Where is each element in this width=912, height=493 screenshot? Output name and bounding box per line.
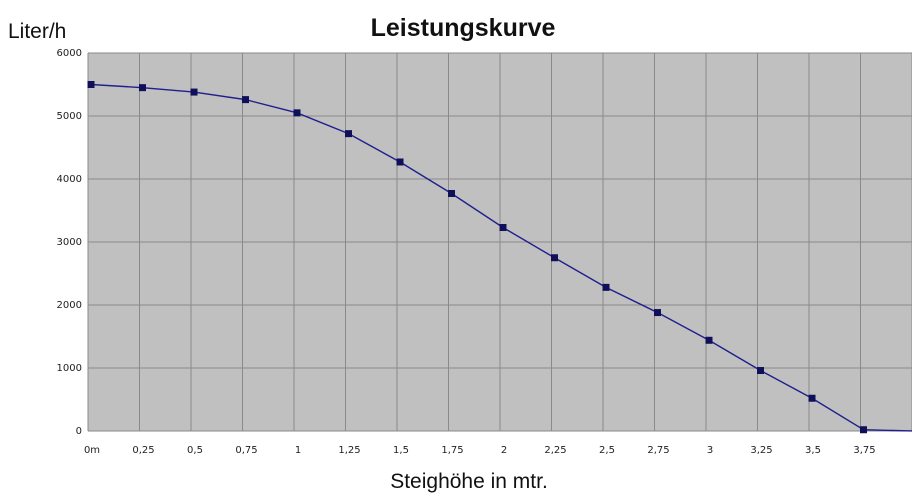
- data-point: [654, 309, 661, 317]
- data-point: [448, 189, 455, 197]
- data-point: [190, 88, 198, 96]
- y-tick-label: 0: [76, 426, 82, 437]
- y-tick-labels: 0 1000 2000 3000 4000 5000 6000: [57, 48, 82, 437]
- y-tick-label: 1000: [57, 363, 82, 374]
- data-point: [293, 109, 301, 117]
- x-tick-label: 2,25: [544, 445, 566, 456]
- grid-lines: [87, 52, 912, 432]
- y-tick-label: 6000: [57, 48, 82, 59]
- y-tick-label: 3000: [57, 237, 82, 248]
- data-point: [139, 84, 146, 92]
- x-tick-label: 3,75: [853, 445, 875, 456]
- data-point: [242, 96, 249, 104]
- series-group: [87, 81, 912, 434]
- x-tick-label: 0m: [84, 445, 100, 456]
- x-tick-label: 1,25: [338, 445, 360, 456]
- data-point: [499, 224, 507, 232]
- chart-title: Leistungskurve: [371, 14, 556, 42]
- x-tick-label: 1: [295, 445, 301, 456]
- data-point: [396, 158, 404, 166]
- x-tick-label: 3,5: [805, 445, 821, 456]
- data-point: [808, 394, 816, 402]
- x-tick-label: 3,25: [750, 445, 772, 456]
- data-point: [705, 336, 713, 344]
- x-tick-label: 2,75: [647, 445, 669, 456]
- y-tick-label: 4000: [57, 174, 82, 185]
- y-axis-label: Liter/h: [8, 20, 66, 43]
- data-point: [551, 254, 558, 262]
- x-axis-label: Steighöhe in mtr.: [390, 470, 548, 493]
- y-tick-label: 2000: [57, 300, 82, 311]
- x-tick-label: 1,5: [393, 445, 409, 456]
- data-point: [87, 81, 95, 88]
- x-tick-label: 2,5: [599, 445, 615, 456]
- x-tick-labels: 0m 0,25 0,5 0,75 1 1,25 1,5 1,75 2 2,25 2,5 2,75 3 3,…: [84, 445, 876, 456]
- x-tick-label: 1,75: [441, 445, 463, 456]
- data-point: [602, 283, 610, 291]
- data-point: [345, 130, 352, 138]
- data-point: [860, 426, 867, 434]
- x-tick-label: 2: [501, 445, 507, 456]
- data-point: [757, 367, 764, 375]
- x-tick-label: 0,25: [132, 445, 154, 456]
- x-tick-label: 3: [707, 445, 713, 456]
- x-tick-label: 0,5: [187, 445, 203, 456]
- x-tick-label: 0,75: [235, 445, 257, 456]
- y-tick-label: 5000: [57, 111, 82, 122]
